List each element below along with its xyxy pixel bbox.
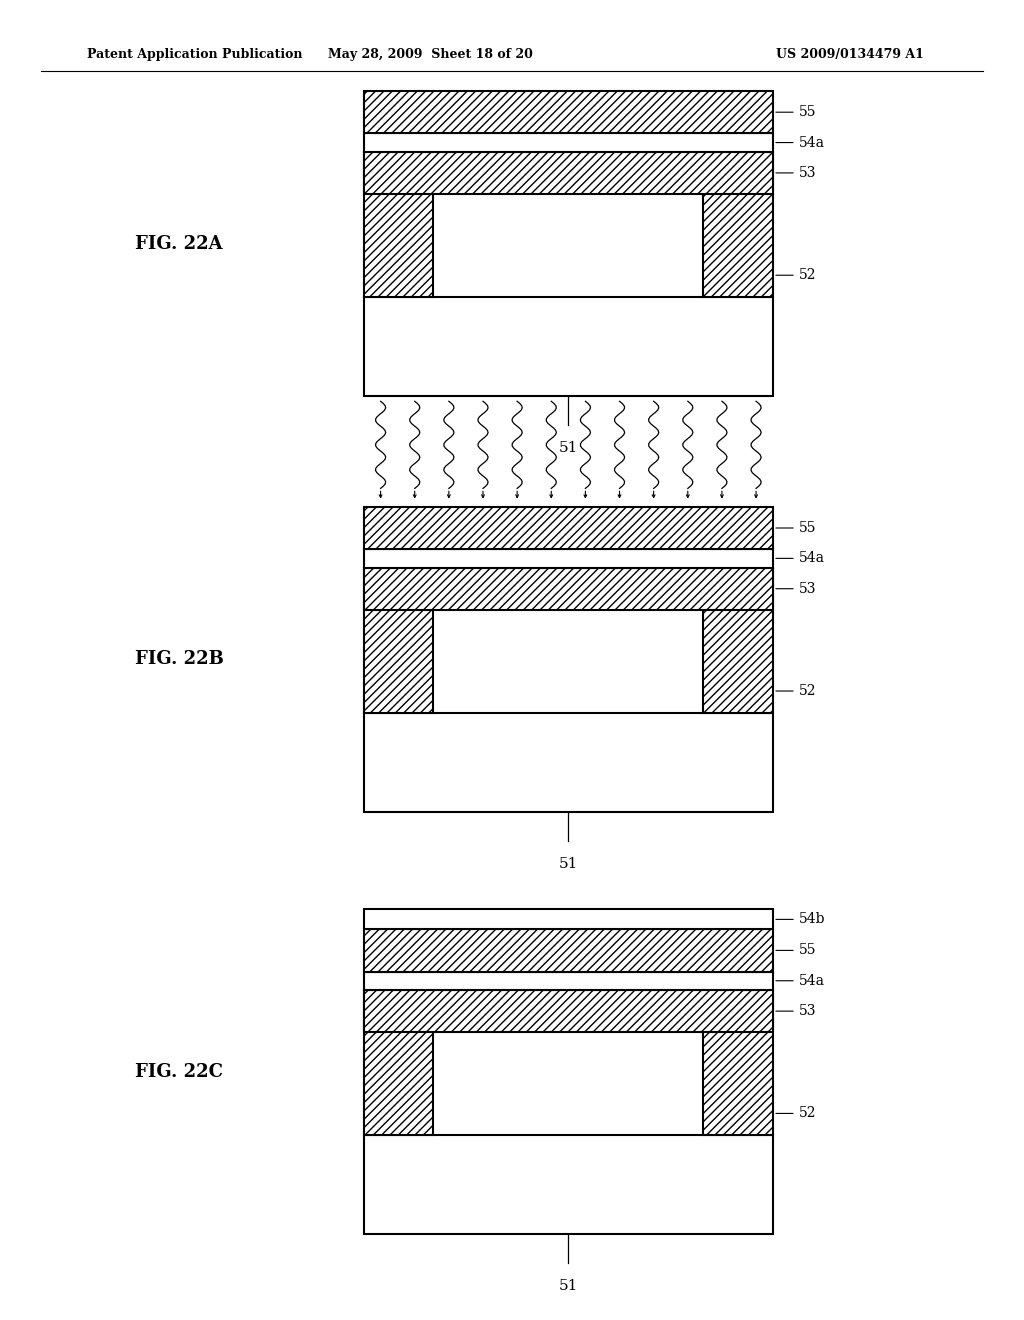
Text: FIG. 22A: FIG. 22A bbox=[135, 235, 223, 252]
Bar bbox=[364, 1135, 773, 1234]
Text: 51: 51 bbox=[559, 857, 578, 871]
Bar bbox=[364, 133, 773, 152]
Text: 54b: 54b bbox=[776, 912, 825, 927]
Text: 51: 51 bbox=[559, 1279, 578, 1294]
Text: May 28, 2009  Sheet 18 of 20: May 28, 2009 Sheet 18 of 20 bbox=[328, 48, 532, 61]
Bar bbox=[364, 990, 773, 1032]
Text: 51: 51 bbox=[559, 441, 578, 455]
Bar bbox=[364, 152, 773, 194]
Bar bbox=[364, 568, 433, 713]
Text: US 2009/0134479 A1: US 2009/0134479 A1 bbox=[776, 48, 924, 61]
Bar bbox=[364, 297, 773, 396]
Bar bbox=[364, 713, 773, 812]
Text: FIG. 22B: FIG. 22B bbox=[135, 651, 223, 668]
Text: FIG. 22C: FIG. 22C bbox=[135, 1063, 223, 1081]
Text: 54a: 54a bbox=[776, 552, 824, 565]
Bar bbox=[364, 549, 773, 568]
Text: 52: 52 bbox=[776, 1106, 816, 1121]
Text: 54a: 54a bbox=[776, 974, 824, 987]
Bar bbox=[364, 507, 773, 549]
Text: 52: 52 bbox=[776, 268, 816, 282]
Bar bbox=[364, 152, 433, 297]
Bar bbox=[703, 568, 773, 713]
Text: 55: 55 bbox=[776, 944, 816, 957]
Text: 55: 55 bbox=[776, 106, 816, 119]
Bar bbox=[364, 929, 773, 972]
Text: 53: 53 bbox=[776, 1005, 816, 1018]
Bar bbox=[364, 91, 773, 133]
Text: 52: 52 bbox=[776, 684, 816, 698]
Bar bbox=[364, 909, 773, 929]
Text: 53: 53 bbox=[776, 166, 816, 180]
Bar bbox=[364, 568, 773, 610]
Bar bbox=[703, 990, 773, 1135]
Bar bbox=[364, 990, 433, 1135]
Text: 55: 55 bbox=[776, 521, 816, 535]
Bar bbox=[703, 152, 773, 297]
Text: Patent Application Publication: Patent Application Publication bbox=[87, 48, 302, 61]
Text: 54a: 54a bbox=[776, 136, 824, 149]
Text: 53: 53 bbox=[776, 582, 816, 595]
Bar bbox=[364, 972, 773, 990]
